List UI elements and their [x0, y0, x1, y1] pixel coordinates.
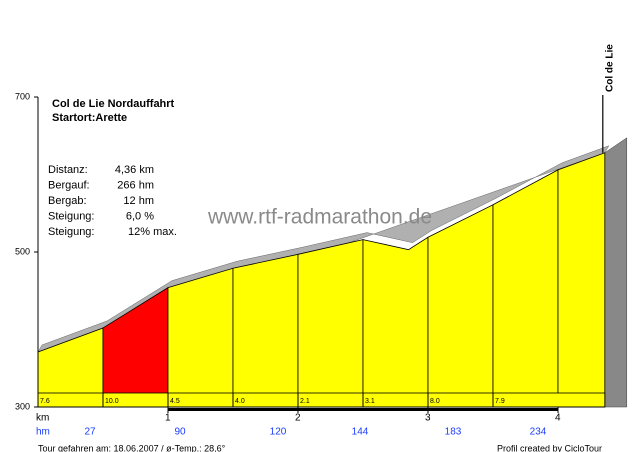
info-value: 266 hm — [117, 179, 154, 191]
x-tick-label: 1 — [165, 413, 171, 424]
summit-label: Col de Lie — [605, 44, 616, 92]
grade-label: 8.0 — [430, 398, 440, 405]
grade-label: 3.1 — [365, 398, 375, 405]
x-tick-label: 2 — [295, 413, 301, 424]
info-label: Bergab: — [48, 195, 87, 207]
hm-value: 183 — [445, 427, 462, 438]
x-tick-label: 3 — [425, 413, 431, 424]
segment — [362, 236, 429, 408]
grade-label: 4.5 — [170, 398, 180, 405]
y-tick-label: 300 — [15, 401, 30, 411]
chart-subtitle: Startort:Arette — [52, 112, 127, 124]
segment — [167, 267, 234, 408]
info-label: Bergauf: — [48, 179, 90, 191]
grade-label: 7.6 — [40, 398, 50, 405]
grade-label: 7.9 — [495, 398, 505, 405]
info-label: Distanz: — [48, 164, 88, 176]
grade-label: 4.0 — [235, 398, 245, 405]
info-value: 6,0 % — [126, 210, 154, 222]
grade-label: 10.0 — [105, 398, 119, 405]
segment — [232, 253, 299, 408]
grade-label: 2.1 — [300, 398, 310, 405]
chart-title: Col de Lie Nordauffahrt — [52, 98, 175, 110]
watermark: www.rtf-radmarathon.de — [207, 206, 432, 229]
segment — [492, 169, 559, 408]
footer-left: Tour gefahren am: 18.06.2007 / ø-Temp.: … — [38, 443, 226, 452]
hm-value: 120 — [270, 427, 287, 438]
footer-right: Profil created by CicloTour — [497, 443, 602, 452]
hm-label: hm — [36, 427, 50, 438]
info-value: 12% max. — [128, 226, 177, 238]
info-value: 12 hm — [123, 195, 154, 207]
hm-value: 234 — [530, 427, 547, 438]
y-tick-label: 700 — [15, 91, 30, 101]
hm-value: 27 — [84, 427, 96, 438]
hm-value: 90 — [174, 427, 186, 438]
x-axis-label: km — [36, 413, 49, 424]
info-value: 4,36 km — [115, 164, 154, 176]
x-axis-bar — [168, 408, 558, 411]
segment — [427, 204, 494, 408]
segment — [297, 239, 364, 408]
grade-strip — [37, 392, 606, 408]
hm-value: 144 — [352, 427, 369, 438]
segment — [557, 152, 606, 408]
info-label: Steigung: — [48, 210, 94, 222]
y-tick-label: 500 — [15, 246, 30, 256]
info-label: Steigung: — [48, 226, 94, 238]
profile-side — [604, 137, 628, 408]
x-tick-label: 4 — [555, 413, 561, 424]
